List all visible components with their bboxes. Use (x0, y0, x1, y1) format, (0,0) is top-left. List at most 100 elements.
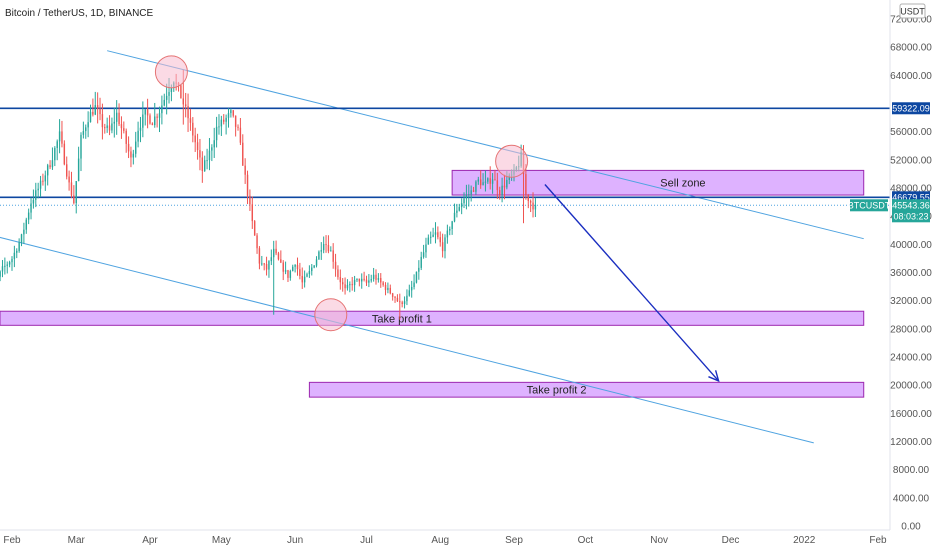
candle-body (99, 108, 101, 115)
candle-body (39, 180, 42, 189)
candle-body (494, 179, 496, 181)
candle-body (394, 296, 396, 298)
candle (135, 131, 137, 158)
candle (206, 148, 208, 170)
y-tick-label: 56000.00 (890, 127, 932, 138)
time-axis[interactable]: Feb Mar Apr May Jun Jul Aug Sep Oct Nov Dec 2022 Feb (3, 535, 887, 546)
projection-arrow-shaft[interactable] (544, 184, 720, 382)
candle (489, 166, 491, 190)
candle-body (449, 228, 451, 231)
last-price-label: 45543.36 (892, 200, 930, 210)
candle (368, 274, 370, 288)
candle-body (413, 282, 415, 288)
candle (322, 236, 325, 254)
bottom-circle-june[interactable] (314, 298, 348, 332)
candle-body (403, 301, 406, 304)
candle-body (377, 278, 380, 280)
candle (237, 124, 239, 131)
candle (272, 240, 275, 315)
candle (268, 260, 270, 278)
candle (244, 158, 246, 184)
candle-body (432, 234, 434, 237)
candle-body (73, 195, 75, 204)
x-tick-label: Feb (3, 535, 21, 546)
candle-body (458, 207, 460, 211)
candle-body (437, 232, 439, 238)
candle-body (292, 266, 294, 271)
candle-body (237, 126, 239, 128)
price-axis[interactable]: 0.00 4000.00 8000.00 12000.00 16000.00 20000.… (890, 15, 932, 533)
candle (501, 177, 503, 203)
candle (499, 186, 501, 200)
candle (261, 255, 263, 266)
candle-body (203, 160, 206, 171)
candle-body (396, 297, 399, 302)
candle-body (439, 237, 441, 243)
candle-body (389, 287, 391, 294)
candle (108, 115, 111, 136)
candle (146, 98, 149, 129)
candle-body (61, 131, 63, 144)
candle (422, 244, 425, 259)
candle-body (258, 248, 261, 264)
candle-body (382, 282, 384, 285)
candle-body (299, 269, 301, 276)
candle-body (332, 250, 334, 262)
candle-body (270, 257, 273, 262)
top-circle-april[interactable] (154, 55, 188, 89)
candle (534, 197, 537, 218)
candle (434, 222, 437, 244)
candle (80, 132, 82, 172)
candle-body (58, 131, 61, 142)
take-profit-1-label: Take profit 1 (372, 313, 432, 325)
candle-body (96, 105, 99, 109)
candle (123, 121, 125, 134)
candle (449, 226, 451, 236)
candle (282, 260, 284, 281)
candle-body (230, 110, 232, 114)
candle (299, 262, 301, 280)
candle-body (37, 188, 39, 191)
candle (96, 92, 99, 124)
candle (399, 293, 401, 320)
candle (118, 103, 120, 127)
candle (425, 237, 427, 258)
candle (494, 169, 496, 181)
take-profit-1-box[interactable] (0, 310, 865, 326)
candle (70, 171, 73, 199)
overlay-layer (154, 55, 720, 383)
candle-body (441, 242, 444, 252)
candle (320, 242, 322, 260)
candle (341, 277, 344, 292)
upper-channel-line[interactable] (107, 50, 864, 240)
candle (280, 250, 282, 264)
lower-channel-line[interactable] (0, 230, 814, 444)
y-tick-label: 4000.00 (893, 493, 930, 504)
currency-button[interactable]: USDT (899, 3, 926, 19)
candle-body (534, 205, 537, 210)
candle (396, 294, 399, 302)
candle-body (529, 200, 532, 203)
candle-body (63, 143, 66, 165)
candle-body (313, 265, 315, 268)
candle-body (244, 165, 246, 175)
candle (120, 116, 123, 139)
candle-body (32, 199, 35, 204)
candle (284, 261, 287, 275)
top-circle-september[interactable] (495, 144, 529, 178)
candle-body (375, 274, 377, 280)
candle (44, 170, 47, 191)
candle (275, 240, 277, 256)
candle (311, 264, 313, 276)
countdown-label: 08:03:23 (893, 211, 928, 221)
candle (334, 253, 337, 277)
candle-body (370, 279, 372, 281)
candle-body (287, 270, 289, 278)
candle (532, 192, 534, 218)
take-profit-2-box[interactable] (308, 381, 865, 398)
candle (223, 114, 225, 125)
candle (265, 256, 268, 276)
candle (363, 271, 365, 282)
candle (4, 257, 6, 275)
